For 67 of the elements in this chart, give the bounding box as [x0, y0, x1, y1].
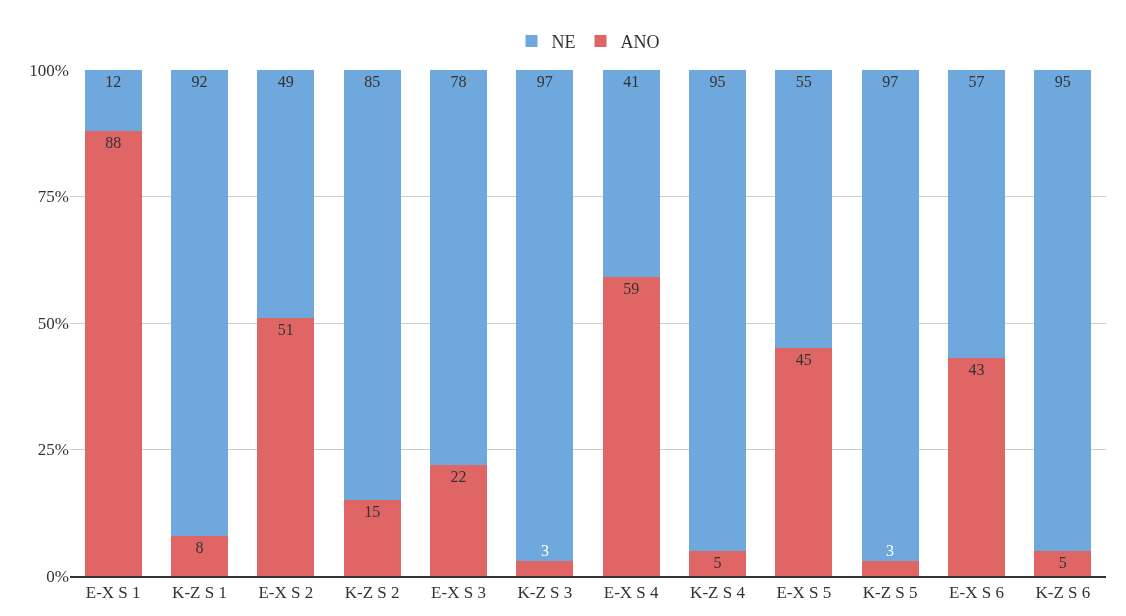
- legend-label: ANO: [620, 32, 660, 53]
- bar: [430, 464, 487, 576]
- data-label: 59: [623, 280, 640, 298]
- x-tick-label: E-X S 5: [776, 583, 832, 603]
- x-tick-label: K-Z S 3: [517, 583, 573, 603]
- data-label: 88: [105, 133, 122, 151]
- data-label: 97: [882, 73, 899, 90]
- data-label: 22: [450, 467, 467, 485]
- bar: [948, 70, 1005, 359]
- y-tick-label: 25%: [37, 440, 69, 460]
- y-tick-label: 100%: [29, 60, 69, 80]
- legend-label: NE: [551, 32, 576, 53]
- data-label: 95: [709, 73, 726, 90]
- bar: [516, 70, 574, 561]
- bar: [84, 70, 142, 131]
- data-label: 49: [277, 73, 294, 90]
- data-label: 85: [364, 73, 381, 90]
- y-tick-label: 0%: [46, 566, 69, 586]
- x-tick-label: E-X S 3: [431, 583, 486, 603]
- data-label: 5: [1058, 553, 1067, 571]
- data-label: 5: [713, 553, 722, 571]
- bar: [775, 70, 833, 349]
- bar: [1034, 70, 1092, 551]
- bar: [861, 70, 919, 561]
- bar: [343, 70, 401, 501]
- data-label: 78: [450, 73, 467, 90]
- x-tick-label: K-Z S 6: [1035, 583, 1091, 603]
- y-tick-label: 50%: [37, 313, 69, 333]
- x-tick-label: E-X S 1: [85, 583, 141, 603]
- bar: [257, 70, 315, 318]
- bar: [602, 70, 660, 278]
- bar: [602, 277, 660, 576]
- bar: [948, 358, 1005, 576]
- data-label: 8: [195, 538, 204, 556]
- data-label: 3: [541, 542, 549, 559]
- data-label: 12: [105, 73, 122, 90]
- bar: [1034, 550, 1092, 576]
- x-tick-label: E-X S 6: [949, 583, 1004, 603]
- bar: [689, 550, 746, 576]
- bar: [861, 560, 919, 576]
- bar: [689, 70, 746, 551]
- data-label: 45: [795, 351, 812, 369]
- y-tick-label: 75%: [37, 187, 69, 207]
- bar: [171, 535, 228, 576]
- bar: [171, 70, 228, 536]
- x-tick-label: K-Z S 5: [862, 583, 918, 603]
- x-tick-label: K-Z S 4: [690, 583, 746, 603]
- x-tick-label: K-Z S 1: [172, 583, 227, 603]
- bar: [775, 348, 833, 576]
- bar: [516, 560, 574, 576]
- bar: [343, 500, 401, 576]
- data-label: 15: [364, 503, 381, 521]
- data-label: 92: [191, 73, 208, 90]
- data-label: 43: [968, 361, 985, 379]
- data-label: 55: [795, 73, 812, 90]
- x-tick-label: K-Z S 2: [344, 583, 400, 603]
- data-label: 57: [968, 73, 985, 90]
- data-label: 51: [277, 320, 294, 338]
- bar: [430, 70, 487, 465]
- data-label: 97: [536, 73, 553, 90]
- x-tick-label: E-X S 2: [258, 583, 314, 603]
- data-label: 3: [886, 542, 894, 559]
- x-tick-label: E-X S 4: [603, 583, 660, 603]
- data-label: 41: [623, 73, 640, 90]
- data-label: 95: [1054, 73, 1071, 90]
- bar: [84, 130, 142, 576]
- bar: [257, 317, 315, 576]
